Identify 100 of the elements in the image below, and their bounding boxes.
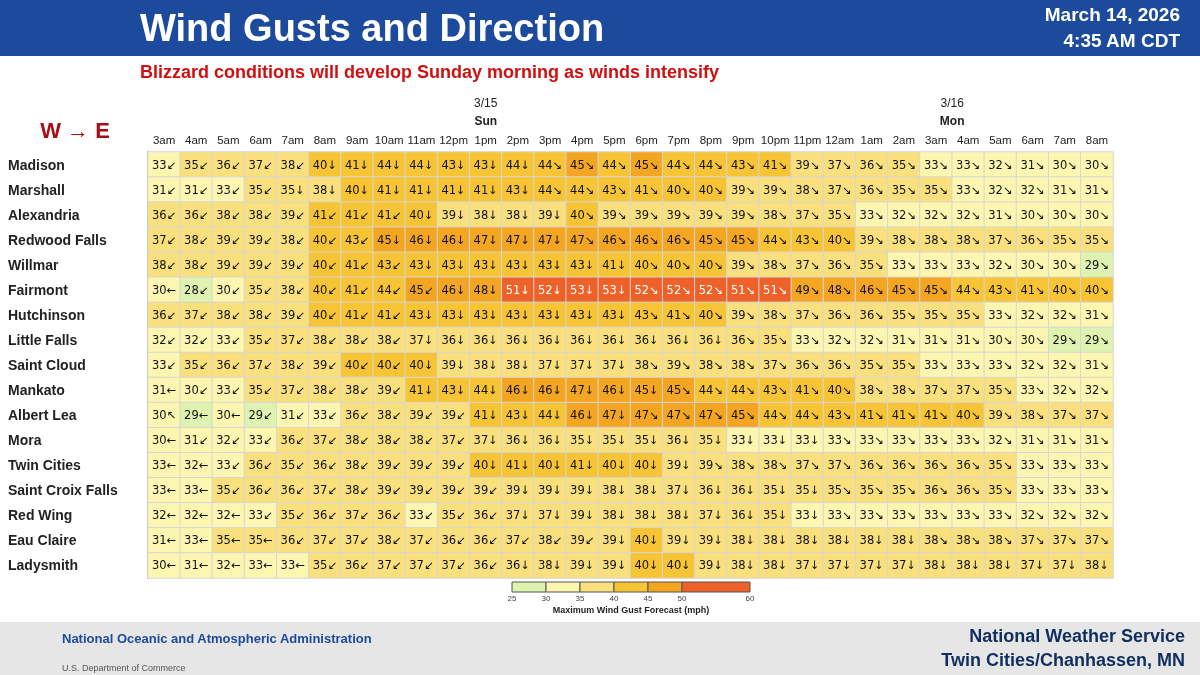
data-label: 41↘ <box>795 383 820 398</box>
data-label: 35↓ <box>602 433 627 448</box>
data-label: 33↓ <box>795 508 820 523</box>
data-label: 33← <box>184 533 209 548</box>
data-label: 38↘ <box>956 533 981 548</box>
data-label: 38↓ <box>730 533 756 548</box>
data-label: 33↘ <box>956 508 981 523</box>
data-label: 45↘ <box>923 282 949 297</box>
data-label: 45↓ <box>377 232 402 247</box>
color-bar-label: 35 <box>575 593 585 603</box>
data-label: 37↘ <box>1052 408 1077 423</box>
data-label: 30↖ <box>151 408 177 423</box>
data-label: 33↙ <box>312 408 338 423</box>
data-label: 40↙ <box>312 257 338 272</box>
data-label: 32↘ <box>859 332 884 347</box>
x-tick-label: 6am <box>249 134 272 146</box>
data-label: 36↙ <box>248 483 273 498</box>
data-label: 38↓ <box>891 533 917 548</box>
data-label: 44↘ <box>763 232 788 247</box>
data-label: 37↓ <box>891 558 917 573</box>
y-tick-label: Eau Claire <box>8 532 77 549</box>
data-label: 38↙ <box>312 383 338 398</box>
y-tick-label: Hutchinson <box>8 306 85 323</box>
data-label: 32↘ <box>1052 508 1077 523</box>
data-label: 39↘ <box>859 232 884 247</box>
data-label: 31↙ <box>184 433 209 448</box>
data-label: 32↘ <box>891 207 917 222</box>
data-label: 39↘ <box>634 207 659 222</box>
data-label: 40↘ <box>956 408 981 423</box>
data-label: 39↙ <box>409 483 434 498</box>
data-label: 40↘ <box>666 257 691 272</box>
data-label: 33↓ <box>763 433 788 448</box>
data-label: 33↘ <box>1084 483 1110 498</box>
data-label: 45↘ <box>634 157 659 172</box>
data-label: 36↓ <box>537 332 563 347</box>
x-tick-label: 6pm <box>635 134 658 146</box>
data-label: 52↘ <box>634 282 659 297</box>
data-label: 38↓ <box>537 558 563 573</box>
data-label: 37↘ <box>956 383 981 398</box>
data-label: 32↘ <box>1020 358 1045 372</box>
data-label: 31← <box>151 383 177 398</box>
data-label: 30← <box>151 433 177 448</box>
data-label: 46↓ <box>505 383 531 398</box>
data-label: 33↘ <box>956 157 981 172</box>
data-label: 37↙ <box>441 558 466 573</box>
data-label: 29↙ <box>248 408 273 423</box>
data-label: 38↓ <box>988 558 1013 573</box>
data-label: 37↘ <box>923 383 949 398</box>
data-label: 39↙ <box>441 483 466 498</box>
data-label: 43↓ <box>473 157 498 172</box>
data-label: 38↘ <box>923 533 949 548</box>
data-label: 41↓ <box>602 257 627 272</box>
data-label: 32↘ <box>988 257 1013 272</box>
data-label: 36↓ <box>602 332 627 347</box>
data-label: 36↙ <box>473 558 498 573</box>
data-label: 30↙ <box>216 282 241 297</box>
data-label: 44↘ <box>666 157 691 172</box>
data-label: 44↓ <box>505 157 531 172</box>
data-label: 33← <box>248 558 273 573</box>
data-label: 39↘ <box>602 207 627 222</box>
y-tick-label: Mankato <box>8 382 65 399</box>
x-tick-label: 5am <box>217 134 240 146</box>
data-label: 36↘ <box>827 358 852 372</box>
data-label: 38↘ <box>763 257 788 272</box>
data-label: 29↘ <box>1084 257 1110 272</box>
data-label: 35↘ <box>827 207 852 222</box>
data-label: 43↓ <box>505 182 531 197</box>
data-label: 47↓ <box>473 232 498 247</box>
data-label: 35↘ <box>859 483 884 498</box>
data-label: 32← <box>216 508 241 523</box>
data-label: 31↘ <box>1084 182 1110 197</box>
data-label: 33↘ <box>923 157 949 172</box>
y-tick-label: Alexandria <box>8 206 80 223</box>
data-label: 44↘ <box>537 157 563 172</box>
data-label: 37↓ <box>1020 558 1045 573</box>
data-label: 35↘ <box>763 332 788 347</box>
data-label: 35↓ <box>280 182 305 197</box>
data-label: 35↘ <box>827 483 852 498</box>
data-label: 40↓ <box>666 558 691 573</box>
data-label: 49↘ <box>795 282 820 297</box>
x-tick-label: 8am <box>1085 134 1109 146</box>
data-label: 35↓ <box>698 433 724 448</box>
data-label: 44↘ <box>698 383 724 398</box>
data-label: 35↙ <box>441 508 466 523</box>
data-label: 40↓ <box>602 458 627 473</box>
data-label: 38↙ <box>184 232 209 247</box>
x-tick-label: 12am <box>825 134 854 146</box>
data-label: 37↓ <box>859 558 884 573</box>
data-label: 32↘ <box>923 207 949 222</box>
data-label: 43↓ <box>537 307 563 322</box>
data-label: 38↓ <box>827 533 852 548</box>
data-label: 31← <box>151 533 177 548</box>
data-label: 39↙ <box>280 207 305 222</box>
data-label: 32↘ <box>1020 307 1045 322</box>
data-label: 44↘ <box>763 408 788 423</box>
data-label: 38↘ <box>763 458 788 473</box>
data-label: 36↘ <box>923 483 949 498</box>
data-label: 36↓ <box>698 332 724 347</box>
x-tick-label: 1pm <box>474 134 497 146</box>
x-tick-label: 7pm <box>667 134 690 146</box>
